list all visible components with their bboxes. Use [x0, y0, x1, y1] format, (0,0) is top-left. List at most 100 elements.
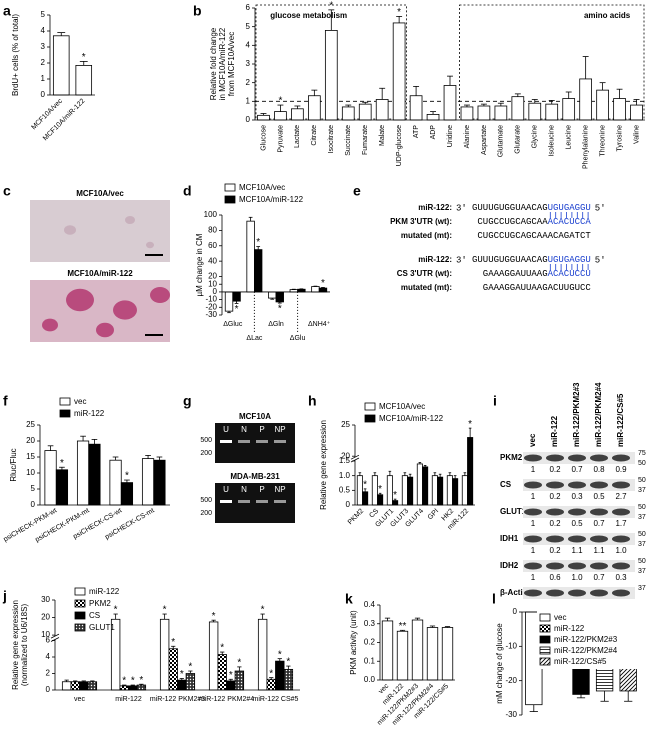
x-tick-label: Pyruvate [277, 125, 284, 153]
error-bar [228, 678, 233, 681]
error-bar [378, 492, 382, 495]
error-bar [188, 670, 193, 674]
sequence-part: GAAAGGAUUAAG [483, 269, 548, 279]
x-tick-label: Succinate [345, 125, 352, 156]
significance-star: * [139, 675, 143, 686]
error-bar [260, 613, 265, 620]
blot-band [546, 589, 564, 597]
blot-band [590, 454, 608, 462]
error-bar [388, 470, 392, 476]
band-quant: 1 [531, 546, 536, 555]
bar [232, 291, 241, 302]
significance-star: * [397, 7, 401, 18]
lane-label: P [259, 425, 264, 434]
y-tick-label: -10 [505, 641, 517, 650]
bar [268, 291, 277, 299]
error-bar [211, 619, 216, 622]
band-quant: 0.9 [615, 465, 627, 474]
error-bar [433, 472, 437, 476]
size-marker: 200 [200, 510, 212, 517]
error-bar [429, 625, 436, 628]
y-tick-label: 100 [204, 210, 218, 219]
axis-break [52, 636, 58, 640]
significance-star: * [163, 605, 167, 616]
bar [297, 288, 306, 293]
error-bar [237, 666, 242, 672]
bar [75, 65, 93, 96]
panel-letter: d [183, 183, 192, 199]
x-tick-label: Glycine [532, 125, 539, 148]
legend-label: MCF10A/vec [239, 183, 285, 192]
bar [55, 469, 69, 506]
y-tick-label: 0 [346, 500, 351, 509]
axis-break-mark [50, 637, 60, 642]
y-tick-label: 25 [341, 420, 350, 429]
bar [79, 681, 89, 691]
bar [44, 450, 57, 506]
band-quant: 1 [531, 492, 536, 501]
sequence-label: PKM 3'UTR (wt): [390, 217, 452, 226]
legend-swatch [539, 657, 551, 666]
stain [64, 225, 76, 235]
bar [443, 85, 457, 121]
bar [441, 627, 454, 681]
error-bar [363, 488, 367, 492]
error-bar [447, 75, 453, 86]
bar [392, 500, 399, 506]
significance-star: * [212, 611, 216, 622]
blot-band [612, 481, 630, 489]
x-tick-label: Aspartate [481, 125, 488, 155]
bar [109, 459, 122, 506]
bar [177, 679, 187, 691]
bar [234, 670, 245, 691]
bar [613, 98, 626, 121]
sequence-seed: ACACUCCU [548, 269, 591, 279]
bar [52, 35, 70, 96]
group-box [459, 4, 645, 120]
y-tick-label: 0 [513, 607, 518, 616]
error-bar [514, 93, 521, 97]
bar [545, 103, 559, 121]
y-tick-label: 0 [31, 500, 36, 509]
sequence-end: 3' [456, 203, 467, 213]
error-bar [227, 311, 231, 314]
significance-star: * [269, 668, 273, 679]
sequence-label: mutated (mt): [401, 283, 452, 292]
legend-label: vec [554, 613, 566, 622]
blot-band [524, 535, 542, 543]
y-tick-label: -20 [205, 302, 217, 311]
band-quant: 0.7 [571, 465, 583, 474]
x-tick-label: Threonine [599, 125, 606, 157]
gel-title: MDA-MB-231 [230, 472, 280, 481]
error-bar [373, 472, 377, 476]
blot-band [546, 562, 564, 570]
legend-background [537, 611, 641, 669]
error-bar [418, 462, 422, 464]
size-marker: 37 [638, 568, 646, 575]
blot-band [524, 562, 542, 570]
error-bar [57, 32, 66, 36]
error-bar [393, 498, 397, 501]
x-tick-label: ΔLac [246, 335, 262, 342]
gel-band [220, 500, 232, 503]
y-axis-label: Relative gene expression [319, 420, 328, 510]
error-bar [328, 9, 335, 31]
error-bar [286, 665, 291, 670]
bar [467, 437, 474, 506]
bar [61, 681, 72, 691]
stain [125, 216, 135, 224]
x-tick-label: vec [74, 696, 85, 703]
panel-letter: g [183, 393, 192, 409]
panel-letter: l [492, 591, 496, 607]
error-bar [277, 658, 282, 662]
y-tick-label: 20 [41, 613, 50, 622]
band-quant: 1.0 [615, 546, 627, 555]
error-bar [47, 445, 54, 451]
error-bar [468, 427, 472, 438]
size-marker: 37 [638, 487, 646, 494]
size-marker: 500 [200, 497, 212, 504]
y-axis-label: µM change in CM [195, 233, 204, 296]
bar [257, 618, 268, 691]
bar [76, 440, 90, 506]
blot-band [568, 562, 586, 570]
